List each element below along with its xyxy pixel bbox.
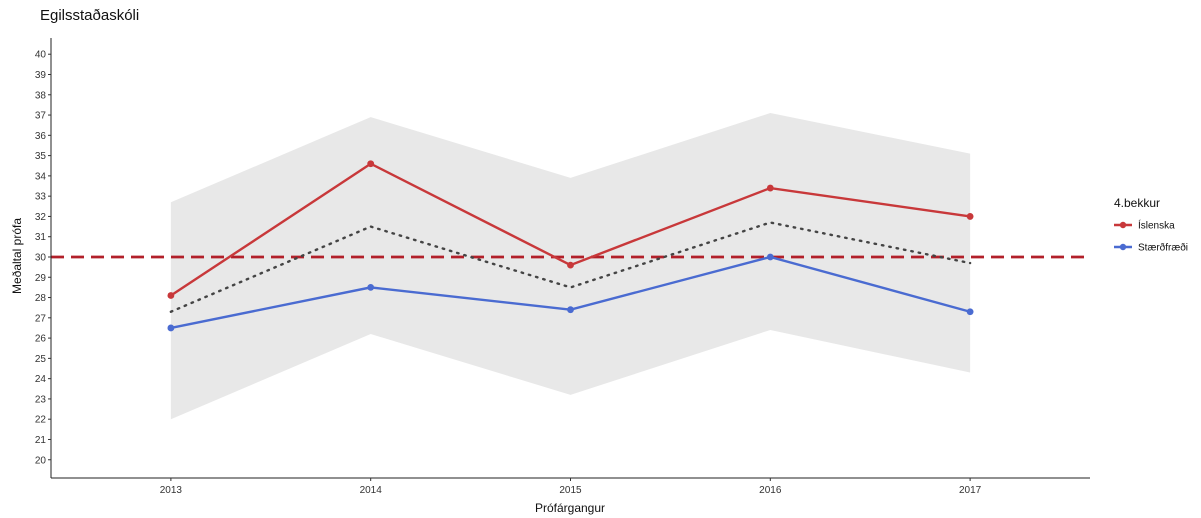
y-tick-label-3: 23 xyxy=(35,394,47,405)
data-point-0-2 xyxy=(567,261,574,269)
y-tick-label-7: 27 xyxy=(35,313,47,324)
legend-label-1: Stærðfræði xyxy=(1138,242,1188,254)
x-tick-label-2: 2015 xyxy=(559,485,582,496)
y-tick-label-4: 24 xyxy=(35,374,47,385)
y-tick-label-18: 38 xyxy=(35,90,47,101)
legend-label-0: Íslenska xyxy=(1138,219,1175,232)
y-tick-label-10: 30 xyxy=(35,252,47,263)
y-tick-label-20: 40 xyxy=(35,50,47,61)
data-point-0-1 xyxy=(367,160,375,168)
data-point-1-4 xyxy=(966,308,974,316)
chart-title: Egilsstaðaskóli xyxy=(40,7,139,24)
data-point-0-4 xyxy=(966,213,974,220)
y-tick-label-2: 22 xyxy=(35,415,47,426)
legend-title: 4.bekkur xyxy=(1114,196,1160,210)
y-tick-label-5: 25 xyxy=(35,354,47,365)
legend: 4.bekkur Íslenska Stærðfræði xyxy=(1114,196,1188,254)
x-tick-label-3: 2016 xyxy=(759,485,782,496)
data-point-1-0 xyxy=(167,324,175,332)
y-tick-label-13: 33 xyxy=(35,192,47,203)
plot-area: 20 21 22 23 24 25 26 27 28 29 30 31 32 33 34 35 36 37 38 39… xyxy=(35,38,1090,496)
x-tick-label-0: 2013 xyxy=(160,485,183,496)
x-tick-label-1: 2014 xyxy=(360,485,383,496)
y-tick-label-17: 37 xyxy=(35,111,47,122)
y-tick-label-6: 26 xyxy=(35,334,47,345)
legend-key-point-1 xyxy=(1119,243,1127,251)
y-axis-title: Meðaltal prófa xyxy=(10,218,24,294)
y-tick-label-1: 21 xyxy=(35,435,47,446)
y-tick-label-16: 36 xyxy=(35,131,47,142)
y-tick-label-11: 31 xyxy=(35,232,47,243)
x-axis-title: Prófárgangur xyxy=(535,501,605,515)
data-point-1-1 xyxy=(367,284,375,291)
y-tick-label-19: 39 xyxy=(35,70,47,81)
x-tick-label-4: 2017 xyxy=(959,485,982,496)
y-tick-label-12: 32 xyxy=(35,212,47,223)
y-tick-label-14: 34 xyxy=(35,171,47,182)
legend-key-point-0 xyxy=(1119,221,1127,229)
data-point-0-0 xyxy=(167,292,175,299)
data-point-1-3 xyxy=(766,253,774,261)
average-line xyxy=(169,221,972,313)
y-tick-label-9: 29 xyxy=(35,273,47,284)
data-point-0-3 xyxy=(766,184,774,192)
y-tick-label-15: 35 xyxy=(35,151,47,162)
data-point-1-2 xyxy=(567,306,574,314)
y-tick-label-8: 28 xyxy=(35,293,47,304)
y-tick-label-0: 20 xyxy=(35,455,47,466)
